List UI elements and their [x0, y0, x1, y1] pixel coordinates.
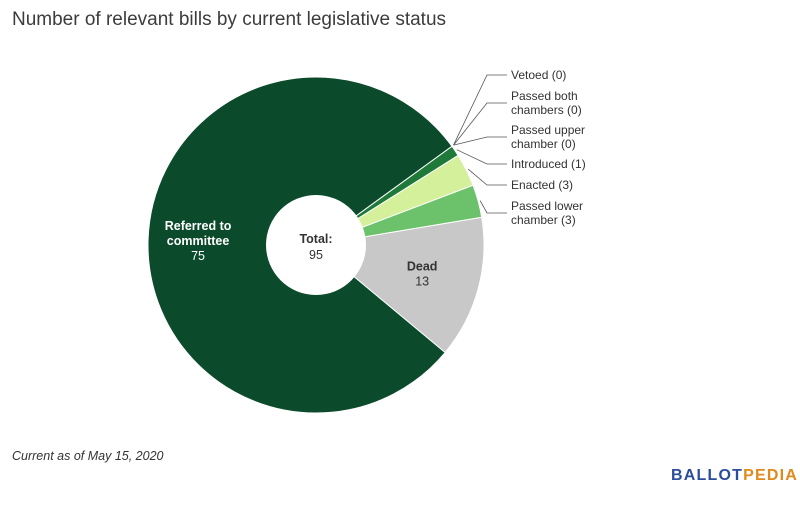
callout-line-passed-both-chambers — [453, 102, 507, 146]
slice-label-referred-to-committee: Referred to committee 75 — [165, 219, 232, 263]
callout-label-vetoed: Vetoed (0) — [511, 68, 566, 82]
center-total-value: 95 — [309, 248, 323, 262]
donut-hole — [266, 195, 366, 295]
callout-label-passed-lower-chamber: Passed lower chamber (3) — [511, 199, 583, 227]
center-total-label: Total: — [299, 232, 332, 246]
footnote: Current as of May 15, 2020 — [12, 449, 164, 463]
logo-part-pedia: PEDIA — [743, 467, 798, 484]
callout-line-passed-upper-chamber — [453, 136, 507, 146]
slice-value-referred-to-committee: 75 — [191, 249, 205, 263]
slice-value-dead: 13 — [415, 274, 429, 288]
ballotpedia-logo: BALLOTPEDIA — [671, 467, 798, 485]
chart-title: Number of relevant bills by current legi… — [12, 9, 447, 30]
callout-label-passed-upper-chamber: Passed upper chamber (0) — [511, 123, 585, 151]
callout-line-enacted — [467, 168, 507, 186]
center-label-group: Total: 95 — [299, 232, 332, 262]
logo-part-ballot: BALLOT — [671, 467, 744, 484]
callout-label-introduced: Introduced (1) — [511, 157, 586, 171]
slice-label-dead: Dead 13 — [407, 259, 438, 288]
callout-label-passed-both-chambers: Passed both chambers (0) — [511, 89, 582, 117]
callout-label-enacted: Enacted (3) — [511, 178, 573, 192]
callout-line-passed-lower-chamber — [479, 200, 507, 214]
callout-line-introduced — [456, 149, 507, 165]
callout-line-vetoed — [453, 74, 507, 146]
labels-group: Dead 13 Referred to committee 75 Vetoed (0) Pa… — [165, 68, 586, 288]
